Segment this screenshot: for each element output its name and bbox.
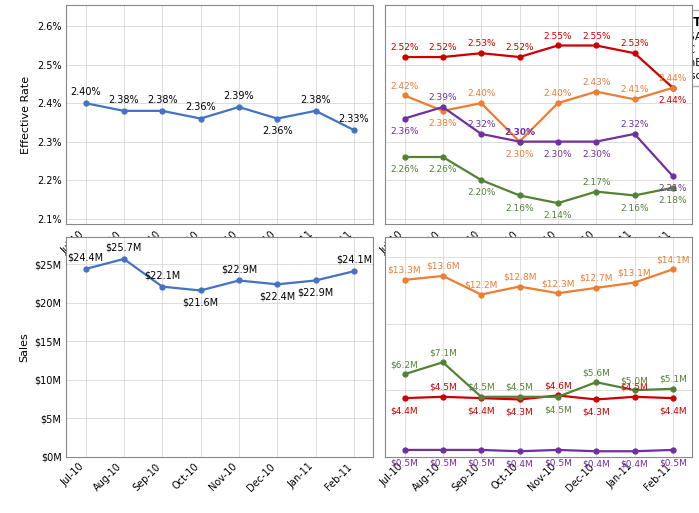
Text: $22.9M: $22.9M bbox=[298, 288, 333, 298]
Text: $7.1M: $7.1M bbox=[429, 348, 456, 358]
Text: $13.1M: $13.1M bbox=[618, 269, 651, 278]
Text: 2.18%: 2.18% bbox=[658, 196, 687, 205]
Legend: VISA, MC, AmEx, Discover: VISA, MC, AmEx, Discover bbox=[653, 10, 699, 86]
Text: $13.3M: $13.3M bbox=[388, 266, 421, 275]
Text: 2.40%: 2.40% bbox=[71, 87, 101, 97]
Text: 2.36%: 2.36% bbox=[390, 127, 419, 136]
Text: $4.4M: $4.4M bbox=[468, 406, 495, 416]
Text: $6.2M: $6.2M bbox=[391, 360, 419, 369]
Text: $4.5M: $4.5M bbox=[468, 383, 495, 392]
Text: 2.41%: 2.41% bbox=[620, 85, 649, 94]
Text: 2.40%: 2.40% bbox=[544, 89, 572, 98]
Text: 2.16%: 2.16% bbox=[620, 204, 649, 213]
Text: 2.16%: 2.16% bbox=[505, 204, 534, 213]
Text: $13.6M: $13.6M bbox=[426, 262, 460, 271]
Text: $5.6M: $5.6M bbox=[582, 368, 610, 377]
Text: $4.3M: $4.3M bbox=[505, 408, 533, 417]
Text: 2.39%: 2.39% bbox=[224, 91, 254, 101]
Text: $22.4M: $22.4M bbox=[259, 291, 296, 302]
Text: 2.30%: 2.30% bbox=[544, 150, 572, 159]
Text: $0.5M: $0.5M bbox=[429, 458, 456, 467]
Text: 2.36%: 2.36% bbox=[185, 102, 216, 112]
Text: 2.55%: 2.55% bbox=[582, 32, 610, 41]
Text: $0.5M: $0.5M bbox=[391, 458, 419, 467]
Text: 2.21%: 2.21% bbox=[658, 185, 687, 193]
Text: 2.53%: 2.53% bbox=[467, 39, 496, 48]
Text: 2.33%: 2.33% bbox=[338, 114, 369, 124]
Text: 2.55%: 2.55% bbox=[544, 32, 572, 41]
Text: 2.53%: 2.53% bbox=[620, 39, 649, 48]
Text: $14.1M: $14.1M bbox=[656, 255, 690, 264]
Text: $0.4M: $0.4M bbox=[582, 460, 610, 468]
Text: $24.1M: $24.1M bbox=[336, 255, 372, 265]
Text: 2.26%: 2.26% bbox=[390, 165, 419, 174]
Text: 2.52%: 2.52% bbox=[428, 43, 457, 52]
Text: 2.32%: 2.32% bbox=[467, 120, 496, 129]
Text: $0.4M: $0.4M bbox=[505, 460, 533, 468]
Text: 2.14%: 2.14% bbox=[544, 211, 572, 221]
Text: $22.9M: $22.9M bbox=[221, 264, 257, 274]
Y-axis label: Effective Rate: Effective Rate bbox=[22, 75, 31, 154]
Text: 2.30%: 2.30% bbox=[505, 150, 534, 159]
Text: $4.5M: $4.5M bbox=[621, 383, 649, 392]
Text: $0.5M: $0.5M bbox=[659, 458, 687, 467]
Text: 2.42%: 2.42% bbox=[390, 82, 419, 90]
Text: 2.32%: 2.32% bbox=[620, 120, 649, 129]
Text: 2.17%: 2.17% bbox=[582, 177, 610, 187]
Text: $0.5M: $0.5M bbox=[544, 458, 572, 467]
Text: 2.38%: 2.38% bbox=[428, 119, 457, 128]
Text: $12.7M: $12.7M bbox=[579, 274, 613, 283]
Text: 2.52%: 2.52% bbox=[505, 43, 534, 52]
Text: $5.0M: $5.0M bbox=[621, 376, 649, 385]
Text: $4.5M: $4.5M bbox=[544, 405, 572, 414]
Text: $4.6M: $4.6M bbox=[544, 382, 572, 390]
Text: $4.4M: $4.4M bbox=[391, 406, 418, 416]
Text: $4.3M: $4.3M bbox=[582, 408, 610, 417]
Text: 2.38%: 2.38% bbox=[147, 94, 178, 105]
Text: 2.36%: 2.36% bbox=[262, 126, 293, 136]
Text: $0.4M: $0.4M bbox=[621, 460, 649, 468]
Text: 2.43%: 2.43% bbox=[582, 77, 610, 87]
Text: $12.3M: $12.3M bbox=[541, 279, 575, 288]
Text: 2.26%: 2.26% bbox=[428, 165, 457, 174]
Text: $22.1M: $22.1M bbox=[144, 270, 180, 280]
Text: 2.38%: 2.38% bbox=[301, 94, 331, 105]
Text: 2.44%: 2.44% bbox=[658, 96, 687, 105]
Text: 2.30%: 2.30% bbox=[582, 150, 610, 159]
Text: $4.5M: $4.5M bbox=[429, 383, 456, 392]
Y-axis label: Sales: Sales bbox=[19, 332, 29, 362]
Text: 2.44%: 2.44% bbox=[658, 74, 687, 83]
Text: 2.39%: 2.39% bbox=[428, 93, 457, 102]
Text: 2.52%: 2.52% bbox=[390, 43, 419, 52]
Text: $12.8M: $12.8M bbox=[503, 272, 536, 282]
Text: 2.20%: 2.20% bbox=[467, 188, 496, 198]
Text: $4.5M: $4.5M bbox=[505, 383, 533, 392]
Text: $4.4M: $4.4M bbox=[659, 406, 686, 416]
Text: $24.4M: $24.4M bbox=[68, 252, 103, 263]
Text: 2.38%: 2.38% bbox=[108, 94, 139, 105]
Text: $5.1M: $5.1M bbox=[659, 375, 687, 384]
Text: $25.7M: $25.7M bbox=[106, 243, 142, 252]
Text: $0.5M: $0.5M bbox=[467, 458, 495, 467]
Text: $12.2M: $12.2M bbox=[465, 281, 498, 290]
Text: 2.30%: 2.30% bbox=[504, 128, 535, 136]
Text: $21.6M: $21.6M bbox=[182, 298, 219, 308]
Text: 2.40%: 2.40% bbox=[467, 89, 496, 98]
